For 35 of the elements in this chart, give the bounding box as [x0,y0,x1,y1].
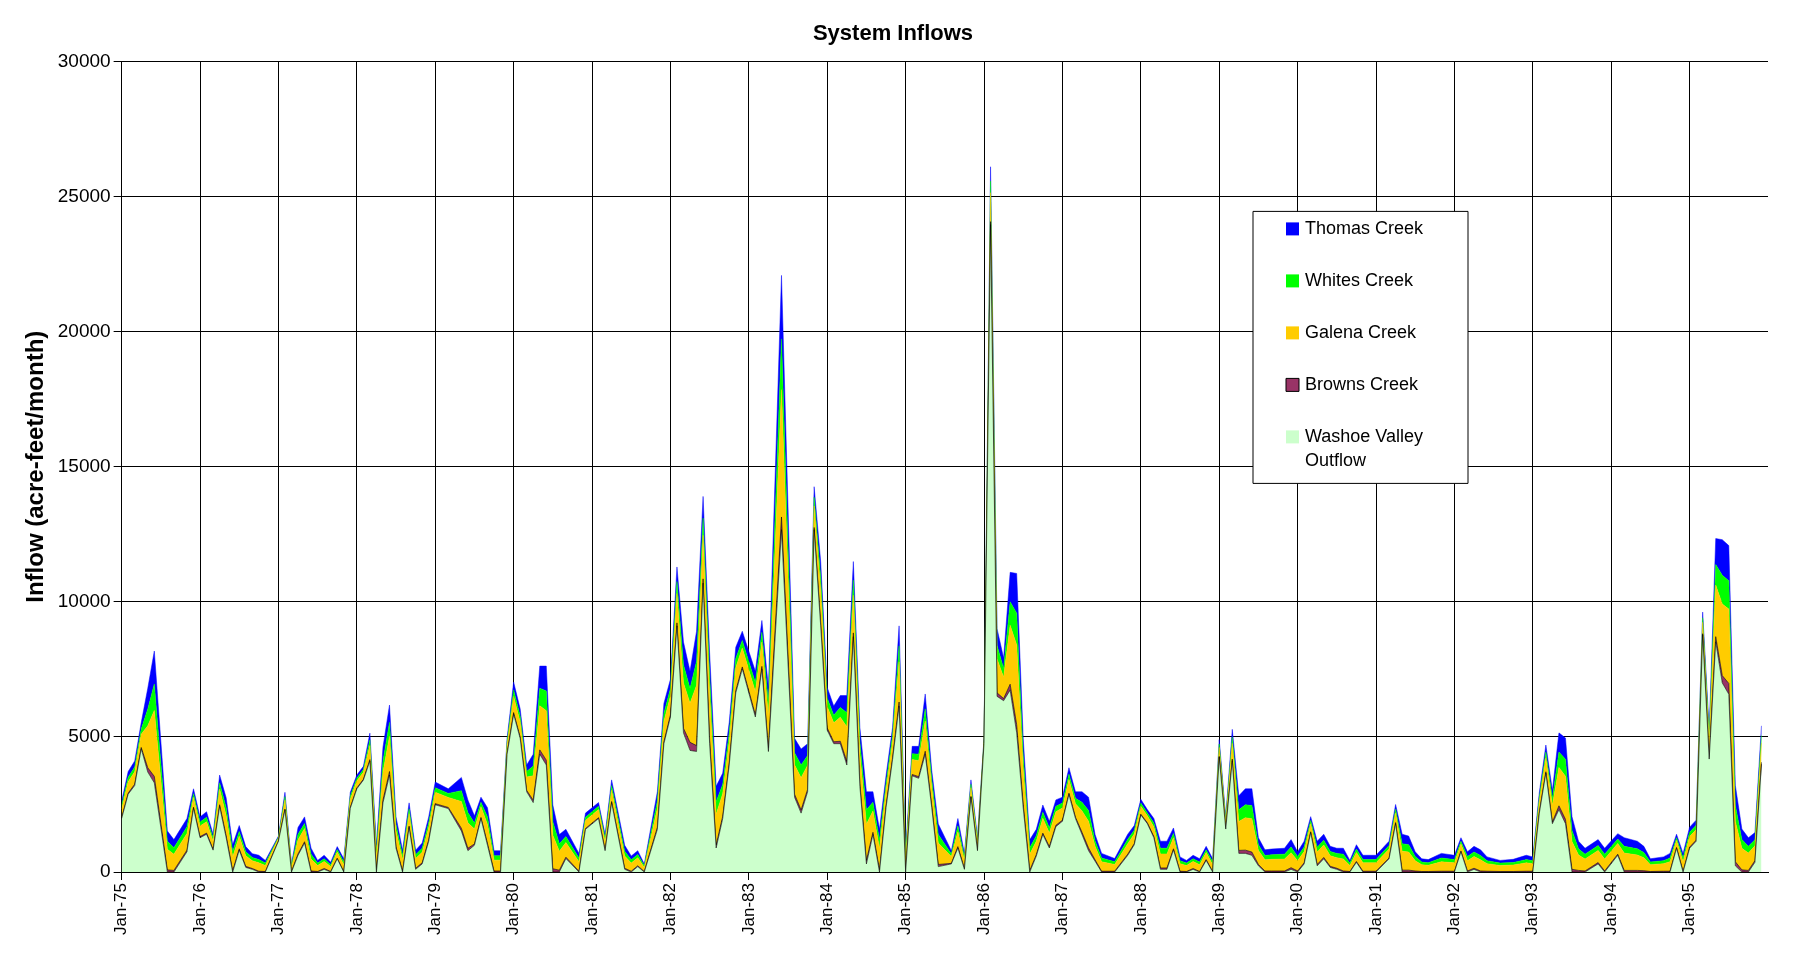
x-tick-label: Jan-85 [895,883,915,935]
x-tick-label: Jan-88 [1130,883,1150,935]
x-tick-label: Jan-80 [503,883,523,935]
legend-label: Thomas Creek [1305,218,1425,239]
x-tick-label: Jan-94 [1600,883,1620,935]
x-tick-label: Jan-89 [1208,883,1228,935]
x-tick-label: Jan-84 [816,883,836,935]
x-tick-label: Jan-92 [1444,883,1464,935]
y-axis-title: Inflow (acre-feet/month) [21,330,49,603]
chart-title: System Inflows [812,20,974,46]
y-tick-label: 25000 [57,184,111,206]
x-tick-label: Jan-76 [189,883,209,935]
x-tick-label: Jan-81 [581,883,601,935]
x-tick-label: Jan-86 [973,883,993,935]
x-tick-label: Jan-77 [268,883,288,935]
x-tick-label: Jan-90 [1287,883,1307,935]
legend-label: Whites Creek [1305,270,1415,291]
legend-label: Galena Creek [1305,322,1418,343]
x-tick-label: Jan-79 [424,883,444,935]
x-tick-label: Jan-82 [660,883,680,935]
y-tick-label: 20000 [57,319,111,341]
x-tick-label: Jan-91 [1365,883,1385,935]
y-tick-label: 10000 [57,590,111,612]
x-tick-label: Jan-75 [111,883,131,935]
x-tick-label: Jan-78 [346,883,366,935]
x-tick-label: Jan-87 [1052,883,1072,935]
y-tick-label: 0 [100,860,111,882]
x-tick-label: Jan-95 [1679,883,1699,935]
legend-label: Browns Creek [1305,374,1420,395]
x-tick-label: Jan-93 [1522,883,1542,935]
y-tick-label: 5000 [68,725,111,747]
legend-label: Washoe Valley Outflow [1305,426,1424,471]
y-tick-label: 30000 [57,49,111,71]
x-tick-label: Jan-83 [738,883,758,935]
y-tick-label: 15000 [57,454,111,476]
